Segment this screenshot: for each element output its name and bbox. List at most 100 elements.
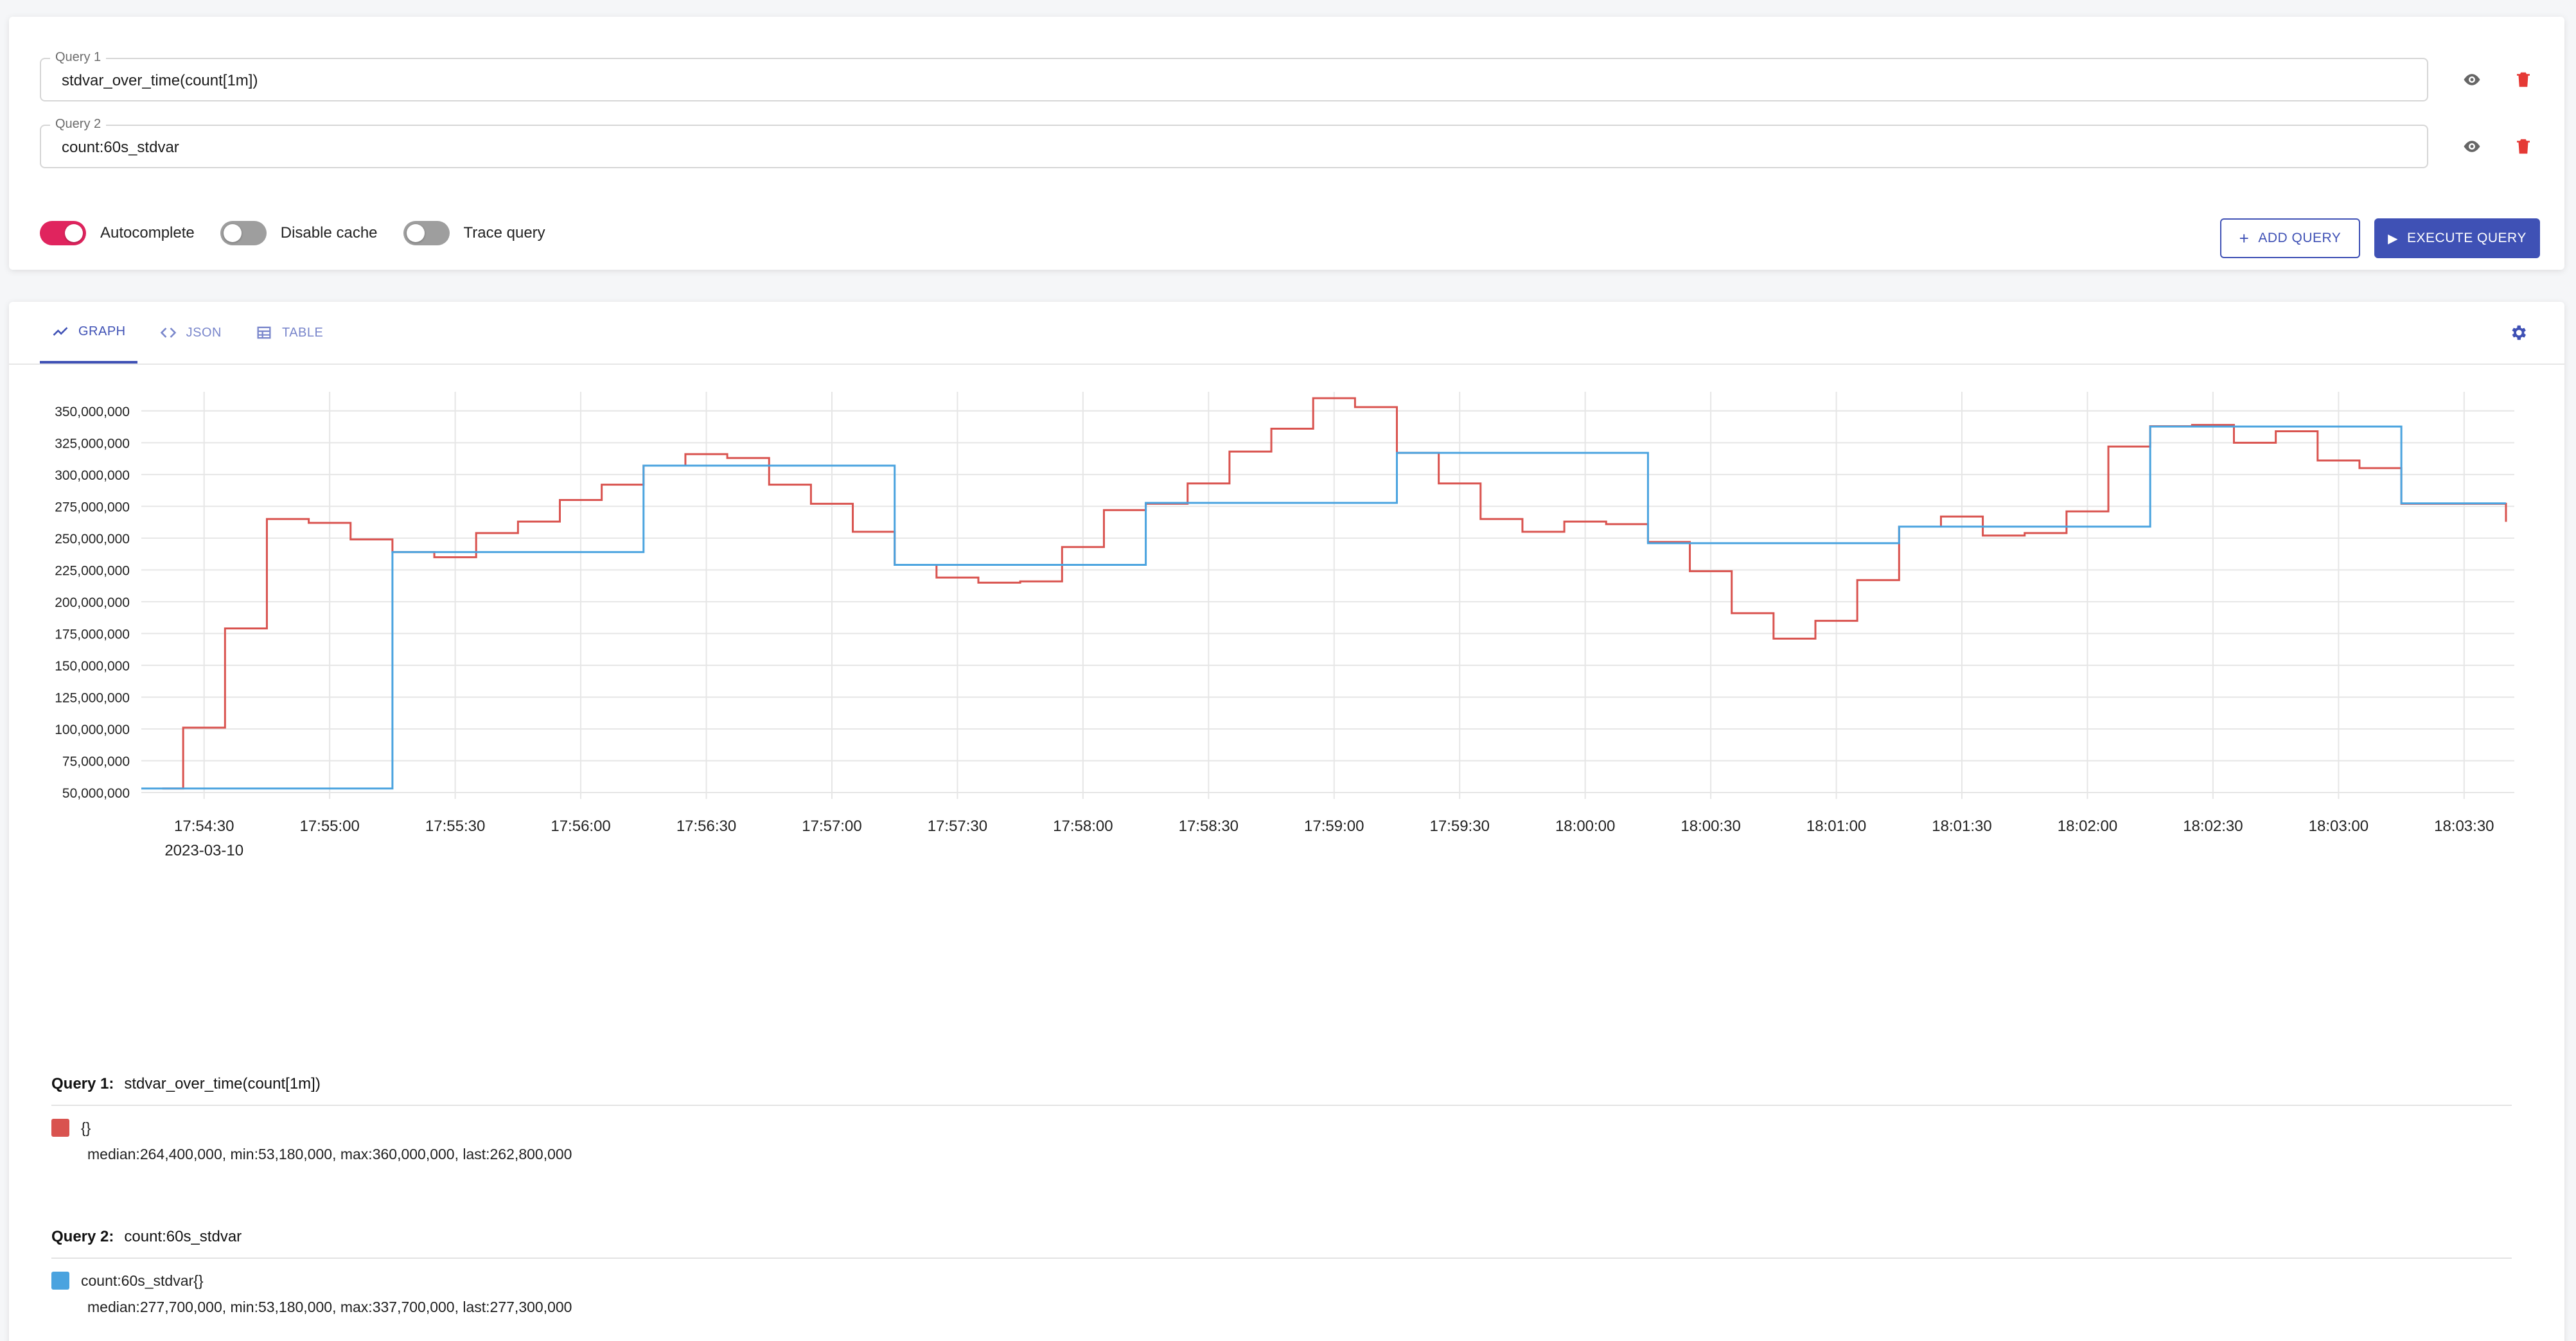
toggle-knob xyxy=(65,224,83,242)
series-color-swatch xyxy=(51,1119,69,1137)
x-tick-label: 17:58:00 xyxy=(1053,818,1113,835)
query-1-delete-button[interactable] xyxy=(2507,63,2540,96)
y-tick-label: 125,000,000 xyxy=(55,690,130,705)
execute-query-label: EXECUTE QUERY xyxy=(2407,231,2527,245)
toggle-knob xyxy=(406,224,425,242)
series-name: count:60s_stdvar{} xyxy=(81,1272,204,1289)
x-tick-label: 17:56:00 xyxy=(551,818,610,835)
x-tick-label: 17:55:00 xyxy=(299,818,359,835)
query-2-visibility-button[interactable] xyxy=(2455,130,2489,163)
y-tick-label: 50,000,000 xyxy=(62,786,130,801)
series-line-2[interactable] xyxy=(141,425,2506,790)
legend-divider xyxy=(51,1258,2512,1259)
add-query-label: ADD QUERY xyxy=(2258,231,2342,245)
series-stats: median:264,400,000, min:53,180,000, max:… xyxy=(87,1146,572,1162)
legend-series-item[interactable]: {} xyxy=(51,1119,2512,1137)
x-tick-label: 17:57:30 xyxy=(928,818,987,835)
x-axis-ticks: 17:54:30 2023-03-10 17:55:00 17:55:30 17:56:… xyxy=(164,818,2494,859)
graph-settings-button[interactable] xyxy=(2501,316,2535,349)
y-tick-label: 350,000,000 xyxy=(55,405,130,419)
plus-icon: + xyxy=(2239,228,2250,248)
x-tick-label: 17:58:30 xyxy=(1179,818,1239,835)
series-lines xyxy=(141,397,2507,790)
legend-divider xyxy=(51,1105,2512,1106)
graph-chart[interactable]: 50,000,000 75,000,000 100,000,000 125,000,0… xyxy=(9,392,2564,1034)
trace-query-toggle[interactable] xyxy=(403,221,450,245)
trace-query-label: Trace query xyxy=(463,224,545,241)
tab-graph-label: GRAPH xyxy=(78,324,126,338)
legend-query-1-expr: stdvar_over_time(count[1m]) xyxy=(124,1075,321,1092)
legend-query-2-header: Query 2: count:60s_stdvar xyxy=(51,1228,2512,1246)
grid xyxy=(141,392,2514,799)
x-tick-label: 18:01:30 xyxy=(1932,818,1991,835)
y-tick-label: 275,000,000 xyxy=(55,500,130,514)
y-tick-label: 300,000,000 xyxy=(55,468,130,483)
legend-series-item[interactable]: count:60s_stdvar{} xyxy=(51,1272,2512,1290)
series-color-swatch xyxy=(51,1272,69,1290)
y-tick-label: 150,000,000 xyxy=(55,659,130,674)
query-2-input[interactable]: Query 2 count:60s_stdvar xyxy=(40,117,2428,168)
query-2-text[interactable]: count:60s_stdvar xyxy=(62,139,179,156)
x-tick-label: 18:03:30 xyxy=(2434,818,2494,835)
eye-icon xyxy=(2464,141,2480,152)
results-panel: GRAPH JSON TABLE 50,000,000 75,000,000 100… xyxy=(9,302,2564,1341)
toggle-knob xyxy=(223,224,242,242)
x-tick-label: 18:00:00 xyxy=(1555,818,1615,835)
legend-query-2: Query 2: count:60s_stdvar count:60s_stdva… xyxy=(51,1228,2512,1316)
query-1-label: Query 1 xyxy=(50,50,107,65)
y-axis-ticks: 50,000,000 75,000,000 100,000,000 125,000,0… xyxy=(55,405,130,801)
legend-query-2-label: Query 2: xyxy=(51,1228,114,1245)
query-1-input[interactable]: Query 1 stdvar_over_time(count[1m]) xyxy=(40,50,2428,101)
query-panel: Query 1 stdvar_over_time(count[1m]) Quer… xyxy=(9,17,2564,270)
query-1-visibility-button[interactable] xyxy=(2455,63,2489,96)
y-tick-label: 75,000,000 xyxy=(62,754,130,769)
add-query-button[interactable]: + ADD QUERY xyxy=(2220,218,2360,258)
tab-graph[interactable]: GRAPH xyxy=(40,302,137,364)
query-2-delete-button[interactable] xyxy=(2507,130,2540,163)
table-icon xyxy=(257,326,271,339)
x-tick-label: 17:55:30 xyxy=(425,818,485,835)
query-1-text[interactable]: stdvar_over_time(count[1m]) xyxy=(62,72,258,89)
series-name: {} xyxy=(81,1119,91,1136)
code-icon xyxy=(160,328,176,338)
legend-query-1-label: Query 1: xyxy=(51,1075,114,1092)
legend-query-1-header: Query 1: stdvar_over_time(count[1m]) xyxy=(51,1075,2512,1093)
execute-query-button[interactable]: ▶ EXECUTE QUERY xyxy=(2374,218,2540,258)
x-tick-label: 18:03:00 xyxy=(2309,818,2369,835)
y-tick-label: 100,000,000 xyxy=(55,723,130,737)
x-tick-label: 17:59:00 xyxy=(1304,818,1364,835)
x-tick-label: 18:02:30 xyxy=(2183,818,2243,835)
trash-icon xyxy=(2517,72,2530,87)
x-tick-label: 17:54:30 xyxy=(174,818,234,835)
autocomplete-toggle[interactable] xyxy=(40,221,86,245)
y-tick-label: 250,000,000 xyxy=(55,532,130,547)
y-tick-label: 325,000,000 xyxy=(55,436,130,451)
legend-query-2-expr: count:60s_stdvar xyxy=(124,1228,242,1245)
tab-json-label: JSON xyxy=(186,325,222,340)
line-chart-icon xyxy=(53,327,68,336)
x-tick-label: 18:00:30 xyxy=(1681,818,1740,835)
series-stats: median:277,700,000, min:53,180,000, max:… xyxy=(87,1299,572,1315)
x-axis-date-label: 2023-03-10 xyxy=(164,842,243,859)
options-row: Autocomplete Disable cache Trace query xyxy=(40,221,571,245)
x-tick-label: 17:59:30 xyxy=(1430,818,1490,835)
x-tick-label: 18:01:00 xyxy=(1806,818,1866,835)
tab-table-label: TABLE xyxy=(281,325,324,340)
disable-cache-label: Disable cache xyxy=(280,224,378,241)
legend-query-1: Query 1: stdvar_over_time(count[1m]) {} m… xyxy=(51,1075,2512,1163)
y-tick-label: 225,000,000 xyxy=(55,563,130,578)
tab-json[interactable]: JSON xyxy=(148,302,233,364)
query-2-label: Query 2 xyxy=(50,117,107,132)
series-line-1[interactable] xyxy=(162,397,2507,790)
eye-icon xyxy=(2464,74,2480,85)
disable-cache-toggle[interactable] xyxy=(220,221,267,245)
trash-icon xyxy=(2517,139,2530,154)
tabs-divider xyxy=(9,364,2564,365)
y-tick-label: 200,000,000 xyxy=(55,595,130,610)
gear-icon xyxy=(2512,325,2526,340)
result-tabs: GRAPH JSON TABLE xyxy=(40,302,345,364)
tab-table[interactable]: TABLE xyxy=(243,302,335,364)
play-icon: ▶ xyxy=(2388,231,2399,246)
x-tick-label: 18:02:00 xyxy=(2058,818,2117,835)
y-tick-label: 175,000,000 xyxy=(55,627,130,642)
